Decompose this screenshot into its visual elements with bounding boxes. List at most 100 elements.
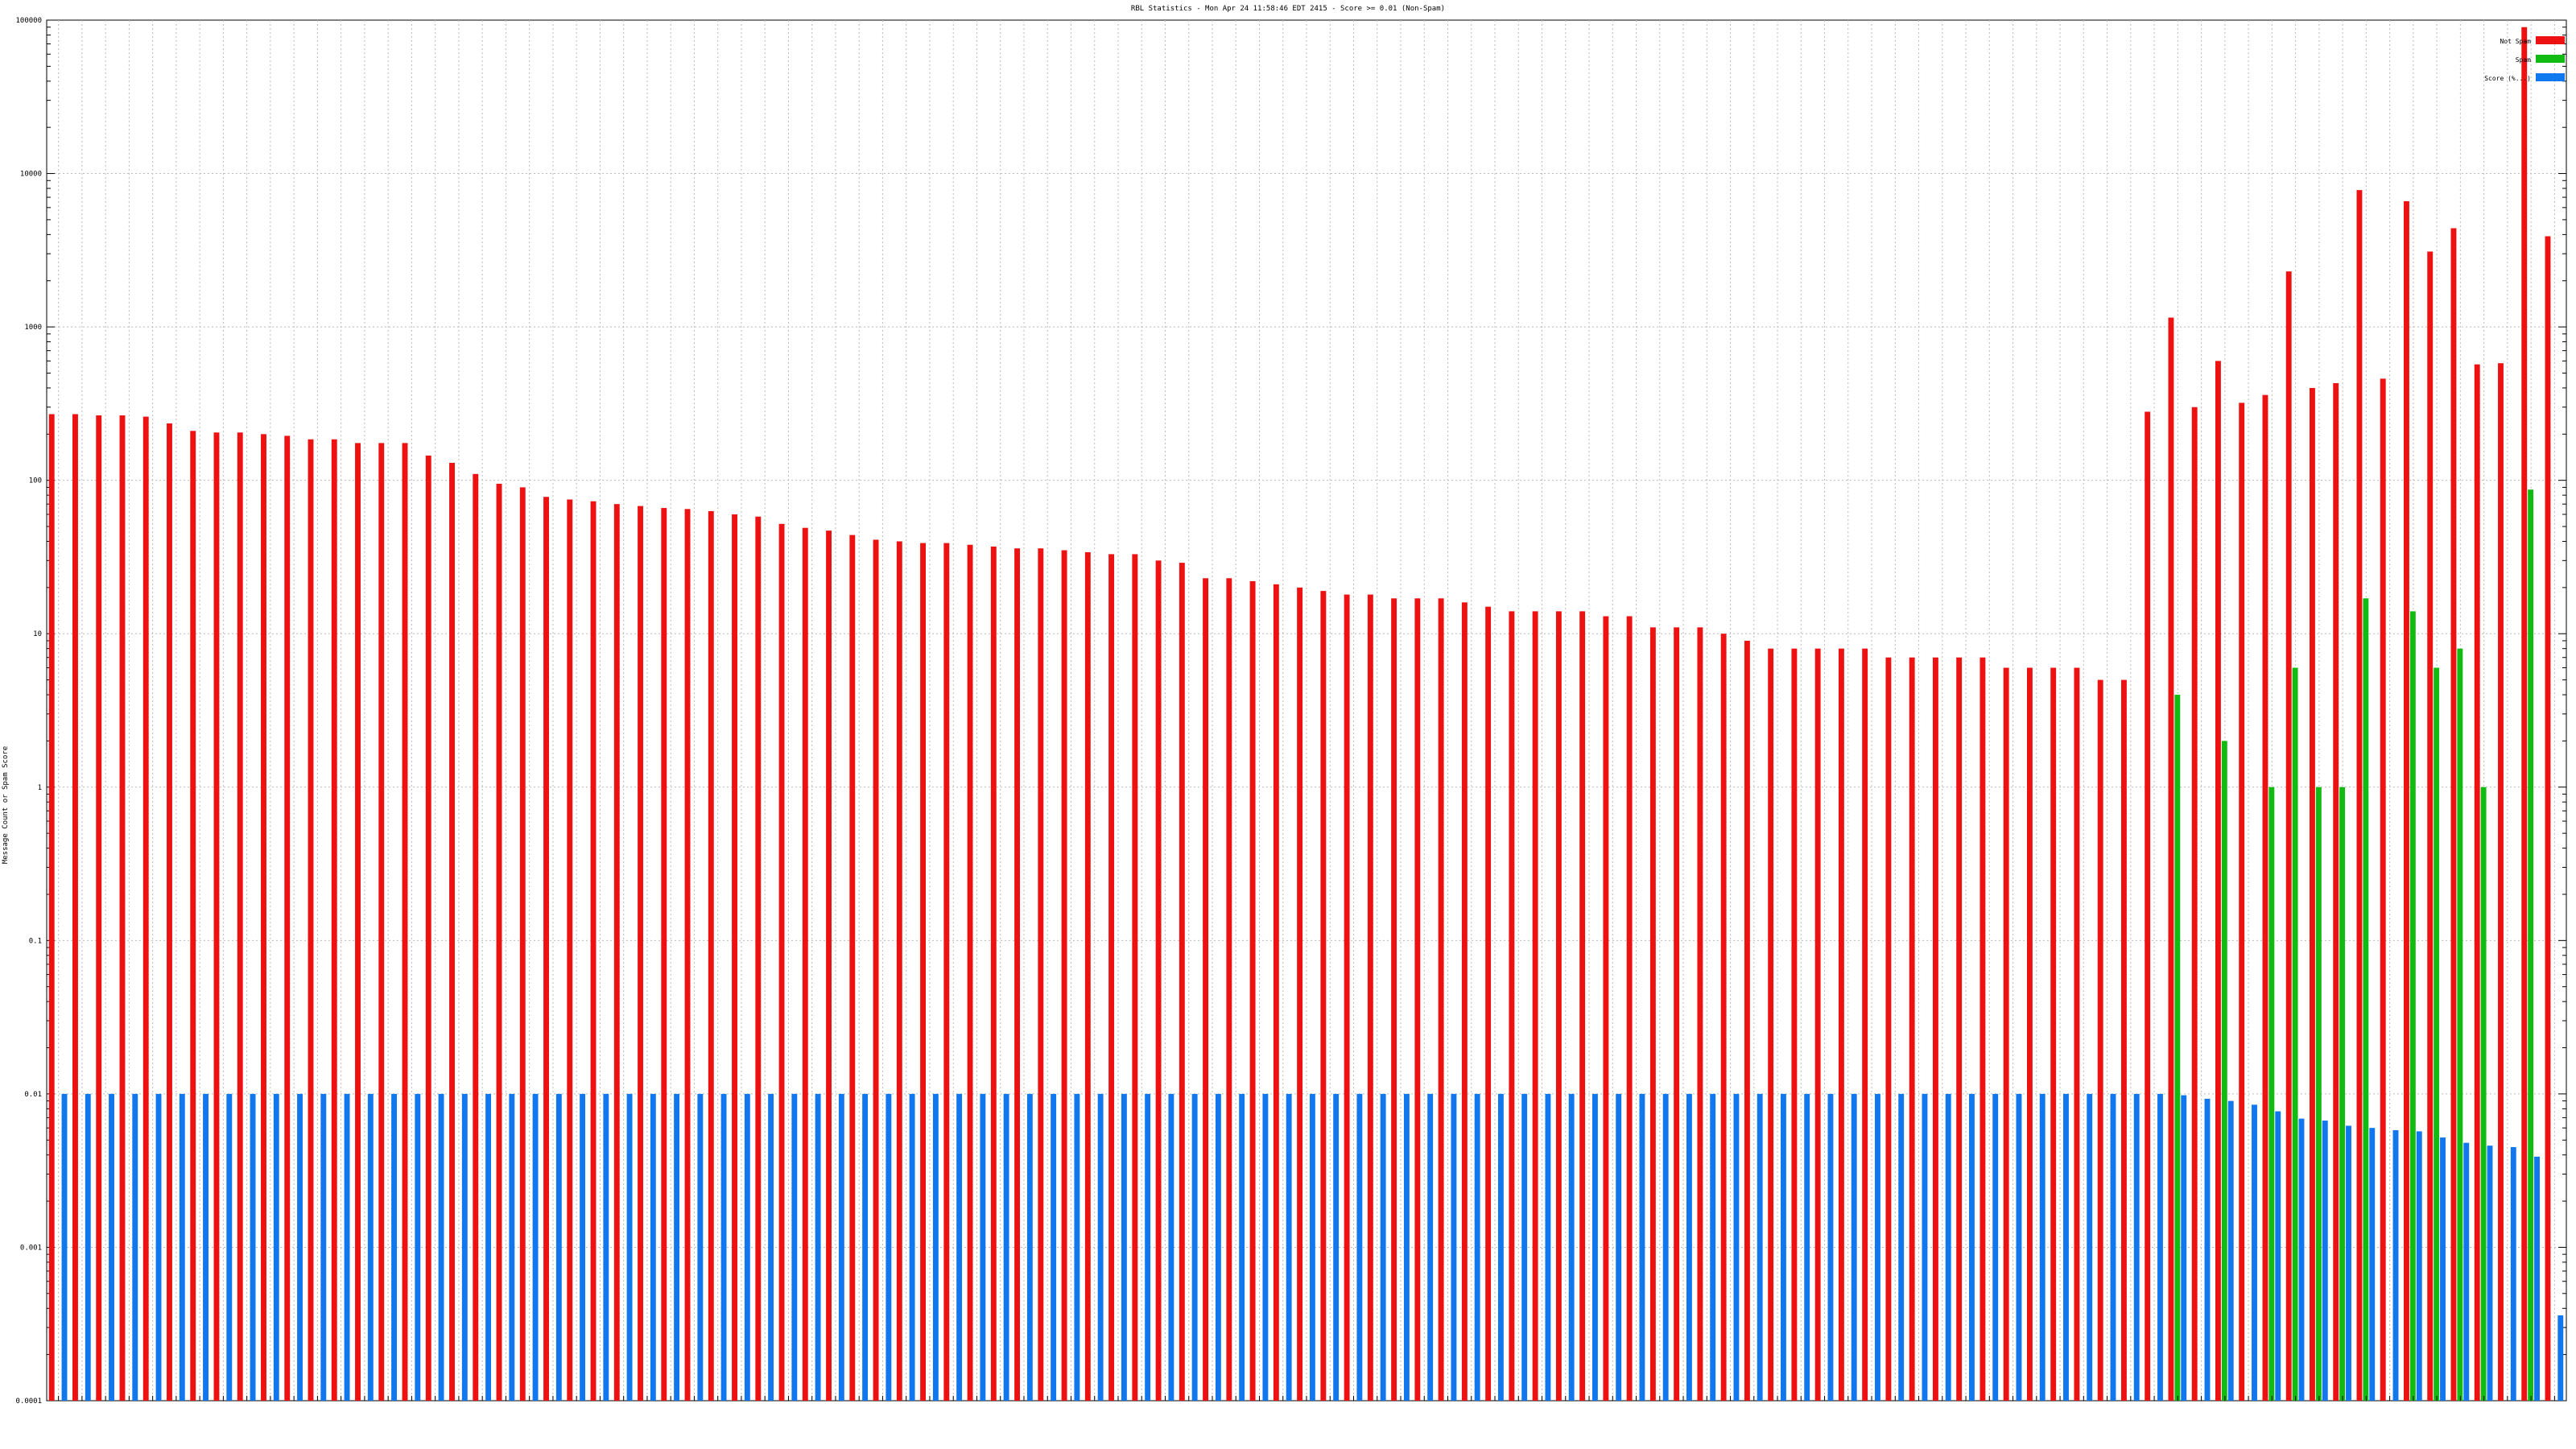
- bar: [1074, 1093, 1080, 1401]
- bar: [555, 1093, 562, 1401]
- bar: [2315, 786, 2322, 1401]
- bar: [2262, 394, 2268, 1401]
- bar: [2221, 741, 2227, 1401]
- bar: [1474, 1093, 1480, 1401]
- legend-label: Spam: [2516, 56, 2531, 64]
- bar: [1697, 627, 1703, 1401]
- bar: [1485, 606, 1492, 1401]
- bar: [967, 544, 973, 1401]
- bar: [297, 1093, 303, 1401]
- bar: [2227, 1100, 2234, 1401]
- bar: [1979, 657, 1986, 1401]
- bar: [2440, 1137, 2446, 1401]
- y-tick-label: 10000: [20, 171, 42, 179]
- bar: [2174, 695, 2181, 1401]
- bar: [1898, 1093, 1905, 1401]
- bar: [1674, 627, 1680, 1401]
- y-tick-label: 0.01: [24, 1091, 42, 1099]
- bar: [2487, 1146, 2493, 1401]
- bar: [1203, 578, 1209, 1401]
- bar: [1014, 548, 1021, 1401]
- bar: [1838, 648, 1844, 1401]
- bar: [684, 509, 691, 1401]
- bar: [1555, 611, 1562, 1401]
- bar: [744, 1093, 750, 1401]
- bar: [1497, 1093, 1504, 1401]
- bar: [603, 1093, 609, 1401]
- bar: [1380, 1093, 1386, 1401]
- bar: [261, 434, 266, 1401]
- bar: [273, 1093, 279, 1401]
- bar: [96, 415, 102, 1401]
- bar: [1003, 1093, 1009, 1401]
- bar: [838, 1093, 844, 1401]
- bar: [849, 535, 856, 1401]
- bar: [1286, 1093, 1292, 1401]
- bar: [708, 510, 714, 1401]
- bar: [1155, 560, 1162, 1401]
- bar: [119, 415, 126, 1401]
- bar: [1733, 1093, 1740, 1401]
- bar: [2463, 1142, 2470, 1401]
- bar: [2181, 1095, 2187, 1401]
- bar: [791, 1093, 798, 1401]
- bar: [2087, 1093, 2093, 1401]
- bar: [1639, 1093, 1645, 1401]
- bar: [1403, 1093, 1410, 1401]
- bar: [331, 439, 337, 1401]
- bar: [1686, 1093, 1692, 1401]
- bar: [1768, 648, 1774, 1401]
- bar: [732, 514, 737, 1401]
- bar: [250, 1093, 256, 1401]
- bar: [1239, 1093, 1245, 1401]
- bar: [496, 483, 502, 1401]
- bar: [1026, 1093, 1033, 1401]
- y-tick-label: 0.0001: [15, 1397, 42, 1406]
- bar: [2498, 363, 2504, 1402]
- bar: [2474, 364, 2480, 1402]
- bar: [1320, 591, 1327, 1401]
- bar: [1662, 1093, 1669, 1401]
- bar: [2145, 411, 2151, 1401]
- bar: [1249, 580, 1256, 1401]
- bar: [909, 1093, 915, 1401]
- bar: [1626, 616, 1633, 1401]
- bar: [1591, 1093, 1598, 1401]
- bar: [2039, 1093, 2046, 1401]
- bar: [2252, 1104, 2257, 1401]
- bar: [1333, 1093, 1340, 1401]
- bar: [2457, 648, 2463, 1401]
- bar: [650, 1093, 656, 1401]
- bar: [1168, 1093, 1174, 1401]
- bar: [461, 1093, 468, 1401]
- legend-swatch: [2536, 73, 2565, 81]
- bar: [802, 527, 808, 1401]
- bar: [674, 1093, 680, 1401]
- bar: [1273, 584, 1279, 1401]
- bar: [2063, 1093, 2069, 1401]
- bar: [1391, 598, 1397, 1401]
- bar: [203, 1093, 208, 1401]
- bar: [2239, 402, 2245, 1402]
- bar: [509, 1093, 515, 1401]
- bar: [1427, 1093, 1434, 1401]
- bar: [862, 1093, 869, 1401]
- bar: [2409, 611, 2416, 1401]
- bar: [532, 1093, 539, 1401]
- bar: [2168, 317, 2174, 1401]
- bar: [2480, 786, 2487, 1401]
- bar: [2322, 1121, 2328, 1401]
- bar: [155, 1093, 162, 1401]
- bar: [1780, 1093, 1786, 1401]
- bar: [2298, 1118, 2305, 1401]
- bar: [2074, 667, 2080, 1401]
- bar: [2016, 1093, 2022, 1401]
- bar: [2026, 667, 2033, 1401]
- bar: [815, 1093, 821, 1401]
- y-tick-label: 1: [38, 784, 42, 792]
- bar: [1215, 1093, 1221, 1401]
- bar: [1744, 640, 1750, 1401]
- bar: [391, 1093, 398, 1401]
- y-tick-label: 0.1: [29, 937, 42, 945]
